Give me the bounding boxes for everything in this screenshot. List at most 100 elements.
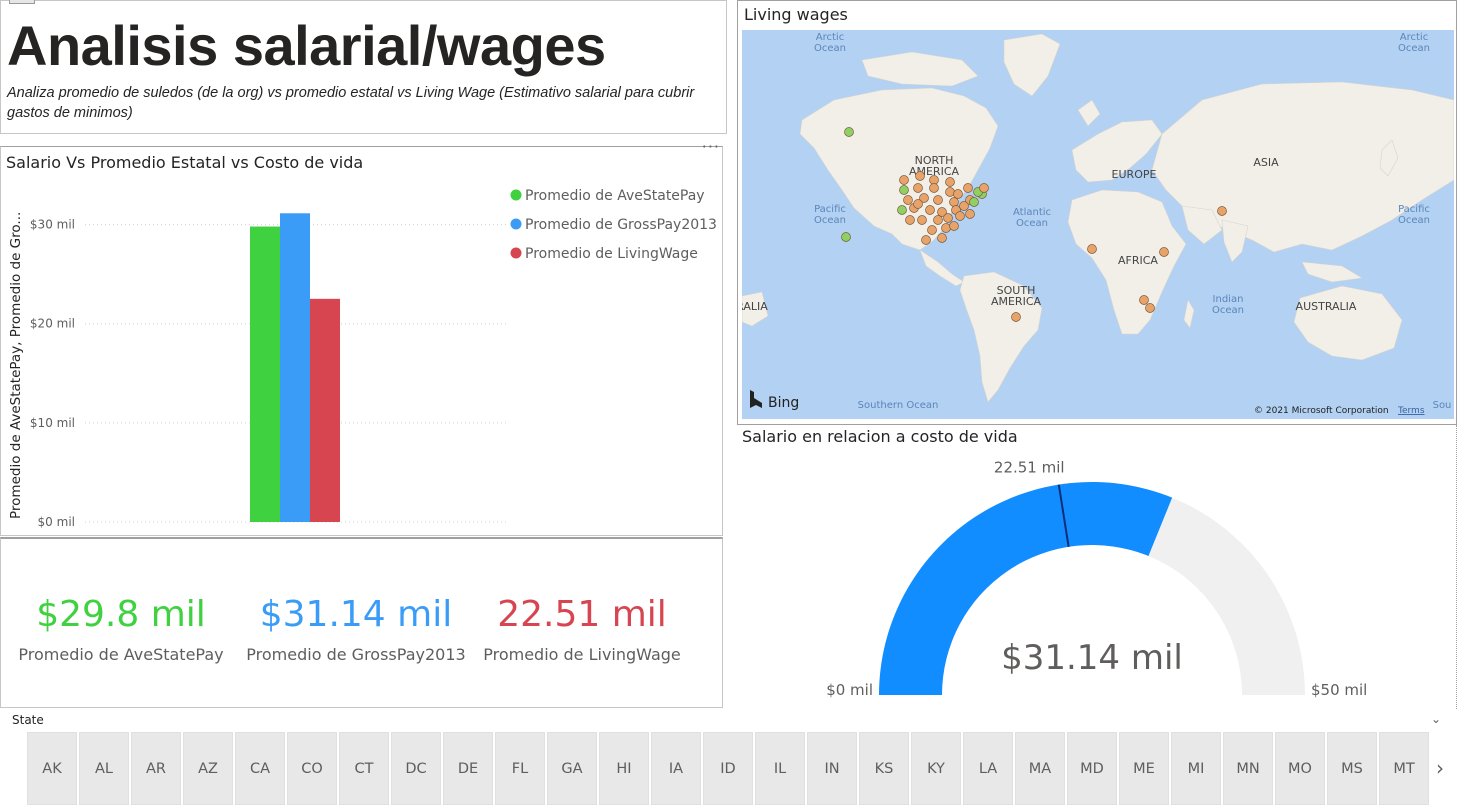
legend-label[interactable]: Promedio de GrossPay2013 [525, 217, 717, 233]
map-point[interactable] [1087, 244, 1097, 254]
map-point[interactable] [979, 183, 989, 193]
bar-chart-visual[interactable]: Salario Vs Promedio Estatal vs Costo de … [0, 137, 723, 536]
map-label-arctic-right: Ocean [1398, 43, 1430, 54]
bar-promedio-de-avestatepay[interactable] [250, 226, 280, 522]
map-points[interactable] [841, 127, 1227, 322]
world-map[interactable]: Arctic Ocean Arctic Ocean NORTH AMERICA EUROPE… [742, 30, 1454, 419]
legend-label[interactable]: Promedio de LivingWage [525, 246, 698, 262]
map-point[interactable] [841, 232, 851, 242]
slicer-item-fl[interactable]: FL [495, 732, 545, 805]
gauge-target-line [1057, 484, 1070, 547]
map-point[interactable] [965, 209, 975, 219]
slicer-item-co[interactable]: CO [287, 732, 337, 805]
map-point[interactable] [955, 211, 965, 221]
map-point[interactable] [929, 183, 939, 193]
map-point[interactable] [945, 177, 955, 187]
slicer-items: AK AL AR AZ CA CO CT DC DE FL GA HI IA ID IL IN KS KY LA MA… [27, 732, 1429, 805]
map-point[interactable] [899, 185, 909, 195]
slicer-item-ia[interactable]: IA [651, 732, 701, 805]
map-label-indian: Indian [1213, 294, 1244, 305]
slicer-item-ks[interactable]: KS [859, 732, 909, 805]
map-point[interactable] [953, 189, 963, 199]
map-point[interactable] [949, 221, 959, 231]
slicer-item-me[interactable]: ME [1119, 732, 1169, 805]
map-point[interactable] [917, 215, 927, 225]
chevron-down-icon[interactable]: ⌄ [1431, 712, 1442, 726]
map-label-atlantic: Atlantic [1013, 207, 1051, 218]
map-label-pacific-right: Pacific [1398, 204, 1430, 215]
slicer-item-ky[interactable]: KY [911, 732, 961, 805]
gauge-fill [879, 482, 1173, 695]
slicer-item-mi[interactable]: MI [1171, 732, 1221, 805]
map-point[interactable] [903, 195, 913, 205]
map-label-south-america: AMERICA [991, 295, 1042, 308]
gauge-visual[interactable]: Salario en relacion a costo de vida 22.5… [737, 425, 1457, 708]
map-visual[interactable]: Living wages [737, 0, 1457, 425]
map-point[interactable] [1139, 295, 1149, 305]
map-point[interactable] [1217, 206, 1227, 216]
map-point[interactable] [937, 207, 947, 217]
page-title: Analisis salarial/wages [7, 14, 606, 77]
slicer-item-ma[interactable]: MA [1015, 732, 1065, 805]
map-label-north-america: NORTH [915, 154, 954, 167]
map-point[interactable] [913, 183, 923, 193]
map-point[interactable] [969, 197, 979, 207]
slicer-item-il[interactable]: IL [755, 732, 805, 805]
map-point[interactable] [844, 127, 854, 137]
map-point[interactable] [933, 195, 943, 205]
kpi-label: Promedio de LivingWage [483, 645, 681, 664]
map-point[interactable] [927, 225, 937, 235]
map-point[interactable] [933, 215, 943, 225]
state-slicer[interactable]: State ⌄ AK AL AR AZ CA CO CT DC DE FL GA HI IA ID IL IN… [0, 710, 1459, 811]
slicer-item-ak[interactable]: AK [27, 732, 77, 805]
map-point[interactable] [925, 205, 935, 215]
y-tick-label: $20 mil [30, 317, 75, 331]
bar-promedio-de-grosspay2013[interactable] [280, 213, 310, 522]
slicer-item-mn[interactable]: MN [1223, 732, 1273, 805]
kpi-card-grosspay2013[interactable]: $31.14 mil Promedio de GrossPay2013 [241, 593, 471, 664]
panel-tab[interactable] [9, 0, 35, 4]
map-point[interactable] [949, 197, 959, 207]
slicer-item-hi[interactable]: HI [599, 732, 649, 805]
map-point[interactable] [899, 175, 909, 185]
slicer-item-dc[interactable]: DC [391, 732, 441, 805]
map-point[interactable] [959, 201, 969, 211]
map-point[interactable] [919, 193, 929, 203]
map-point[interactable] [913, 199, 923, 209]
kpi-card-avestatepay[interactable]: $29.8 mil Promedio de AveStatePay [13, 593, 229, 664]
map-point[interactable] [941, 223, 951, 233]
map-point[interactable] [963, 183, 973, 193]
slicer-item-ar[interactable]: AR [131, 732, 181, 805]
slicer-item-al[interactable]: AL [79, 732, 129, 805]
map-point[interactable] [1159, 247, 1169, 257]
slicer-item-de[interactable]: DE [443, 732, 493, 805]
map-terms-link[interactable]: Terms [1397, 406, 1425, 416]
slicer-item-az[interactable]: AZ [183, 732, 233, 805]
map-point[interactable] [915, 171, 925, 181]
slicer-item-md[interactable]: MD [1067, 732, 1117, 805]
gauge-max-label: $50 mil [1311, 681, 1367, 699]
map-point[interactable] [943, 213, 953, 223]
slicer-item-ca[interactable]: CA [235, 732, 285, 805]
map-point[interactable] [1011, 312, 1021, 322]
slicer-item-ct[interactable]: CT [339, 732, 389, 805]
map-point[interactable] [945, 187, 955, 197]
slicer-item-mt[interactable]: MT [1379, 732, 1429, 805]
kpi-card-livingwage[interactable]: 22.51 mil Promedio de LivingWage [479, 593, 685, 664]
map-point[interactable] [937, 233, 947, 243]
slicer-item-id[interactable]: ID [703, 732, 753, 805]
map-point[interactable] [905, 215, 915, 225]
map-point[interactable] [897, 205, 907, 215]
slicer-item-mo[interactable]: MO [1275, 732, 1325, 805]
more-options-icon[interactable]: ··· [701, 137, 720, 156]
map-point[interactable] [1145, 303, 1155, 313]
slicer-item-la[interactable]: LA [963, 732, 1013, 805]
slicer-item-in[interactable]: IN [807, 732, 857, 805]
slicer-item-ga[interactable]: GA [547, 732, 597, 805]
slicer-item-ms[interactable]: MS [1327, 732, 1377, 805]
map-point[interactable] [929, 175, 939, 185]
map-point[interactable] [921, 235, 931, 245]
legend-label[interactable]: Promedio de AveStatePay [525, 188, 705, 204]
bar-promedio-de-livingwage[interactable] [310, 298, 340, 522]
chevron-right-icon[interactable]: › [1436, 756, 1444, 780]
